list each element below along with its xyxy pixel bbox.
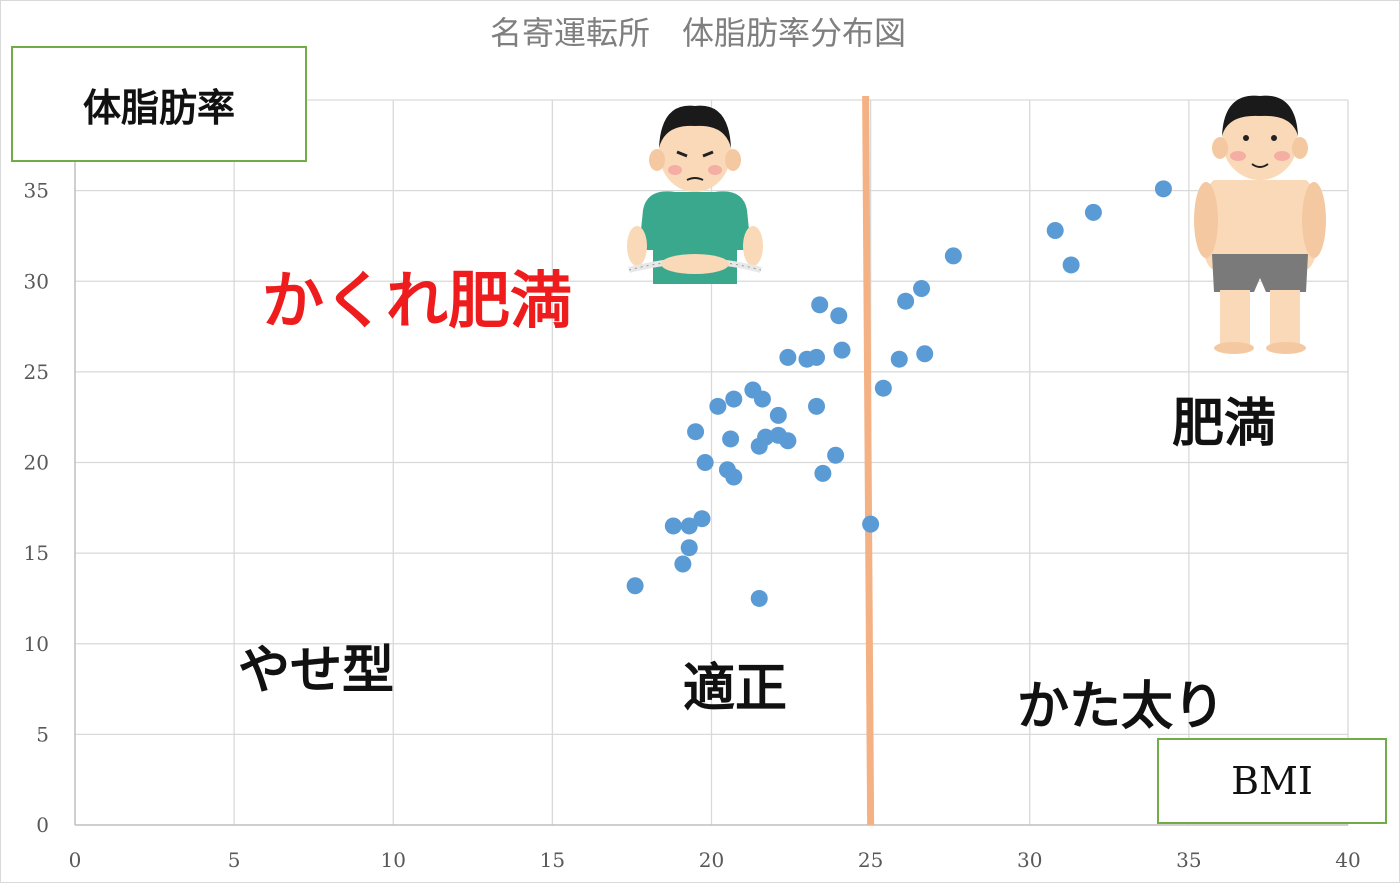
y-tick-label: 25 <box>24 360 49 384</box>
bmi-25-divider <box>862 95 875 826</box>
data-point <box>687 423 705 441</box>
data-point <box>674 555 692 573</box>
data-point <box>897 292 915 310</box>
data-point <box>709 397 727 415</box>
data-point <box>779 348 797 366</box>
data-point <box>693 510 711 528</box>
data-point <box>1046 222 1064 239</box>
y-tick-label: 35 <box>24 179 49 203</box>
bmi-25-line <box>862 95 875 826</box>
y-axis-label: 体脂肪率 <box>11 46 307 162</box>
data-point <box>1062 256 1080 274</box>
data-point <box>944 247 962 265</box>
y-tick-label: 20 <box>24 451 49 475</box>
data-point <box>750 589 768 607</box>
x-tick-label: 40 <box>1335 848 1360 872</box>
data-point <box>874 379 892 397</box>
data-point <box>664 517 682 535</box>
x-tick-label: 20 <box>699 848 724 872</box>
data-point <box>862 515 880 533</box>
x-tick-label: 5 <box>228 848 241 872</box>
region-normal-label: 適正 <box>683 659 788 719</box>
data-point <box>757 428 775 446</box>
region-overweight-label: かた太り <box>1017 677 1226 737</box>
x-axis-label: BMI <box>1157 738 1387 824</box>
y-tick-label: 0 <box>36 813 49 837</box>
data-point <box>808 397 826 415</box>
x-tick-label: 30 <box>1017 848 1042 872</box>
data-point <box>680 539 698 557</box>
data-point <box>890 350 908 368</box>
x-tick-label: 0 <box>69 848 82 872</box>
x-tick-label: 35 <box>1176 848 1201 872</box>
y-tick-label: 15 <box>24 541 49 565</box>
tick-labels: 0 5 10 15 20 25 30 35 40 0 5 10 15 20 25 30 35 <box>24 179 1361 872</box>
data-point <box>769 406 787 424</box>
axes <box>74 100 1348 826</box>
region-thin-label: やせ型 <box>238 641 395 701</box>
data-point <box>833 341 851 359</box>
data-point <box>808 348 826 366</box>
x-tick-label: 10 <box>381 848 406 872</box>
data-point <box>814 464 832 482</box>
data-point <box>696 454 714 471</box>
data-point <box>916 345 934 363</box>
data-point <box>1084 203 1102 221</box>
y-tick-label: 5 <box>36 722 49 746</box>
obese-person-icon <box>1194 95 1326 354</box>
region-obese-label: 肥満 <box>1172 394 1277 454</box>
data-point <box>1154 180 1172 198</box>
x-tick-label: 25 <box>858 848 883 872</box>
gridlines <box>75 99 1349 825</box>
data-point <box>811 296 829 314</box>
data-point <box>725 468 743 486</box>
data-points <box>626 180 1172 607</box>
data-point <box>827 446 845 464</box>
region-hidden-obesity-label: かくれ肥満 <box>262 264 573 337</box>
y-tick-label: 10 <box>24 632 49 656</box>
chart-title: 名寄運転所 体脂肪率分布図 <box>490 14 906 52</box>
y-tick-label: 30 <box>24 269 49 293</box>
x-tick-label: 15 <box>540 848 565 872</box>
data-point <box>626 577 644 595</box>
data-point <box>830 307 848 325</box>
data-point <box>779 432 797 450</box>
data-point <box>753 390 771 408</box>
data-point <box>913 280 931 297</box>
person-measuring-waist-icon <box>627 105 763 284</box>
data-point <box>725 390 743 408</box>
data-point <box>680 517 698 535</box>
data-point <box>722 430 740 448</box>
